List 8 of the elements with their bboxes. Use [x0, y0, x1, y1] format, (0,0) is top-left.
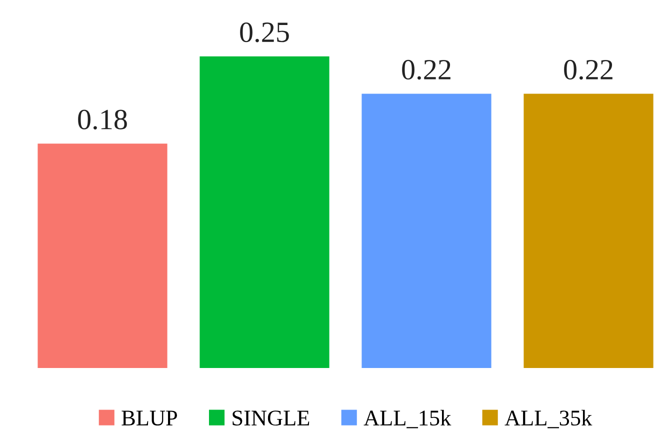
- data-label: 0.22: [402, 60, 450, 80]
- data-label: 0.18: [78, 110, 127, 130]
- legend-label: BLUP: [122, 410, 177, 426]
- data-label: 0.25: [240, 22, 289, 42]
- legend-label: SINGLE: [232, 410, 310, 426]
- legend-label: ALL_35k: [504, 410, 592, 428]
- legend-label: ALL_15k: [364, 410, 452, 428]
- data-label: 0.22: [564, 60, 612, 80]
